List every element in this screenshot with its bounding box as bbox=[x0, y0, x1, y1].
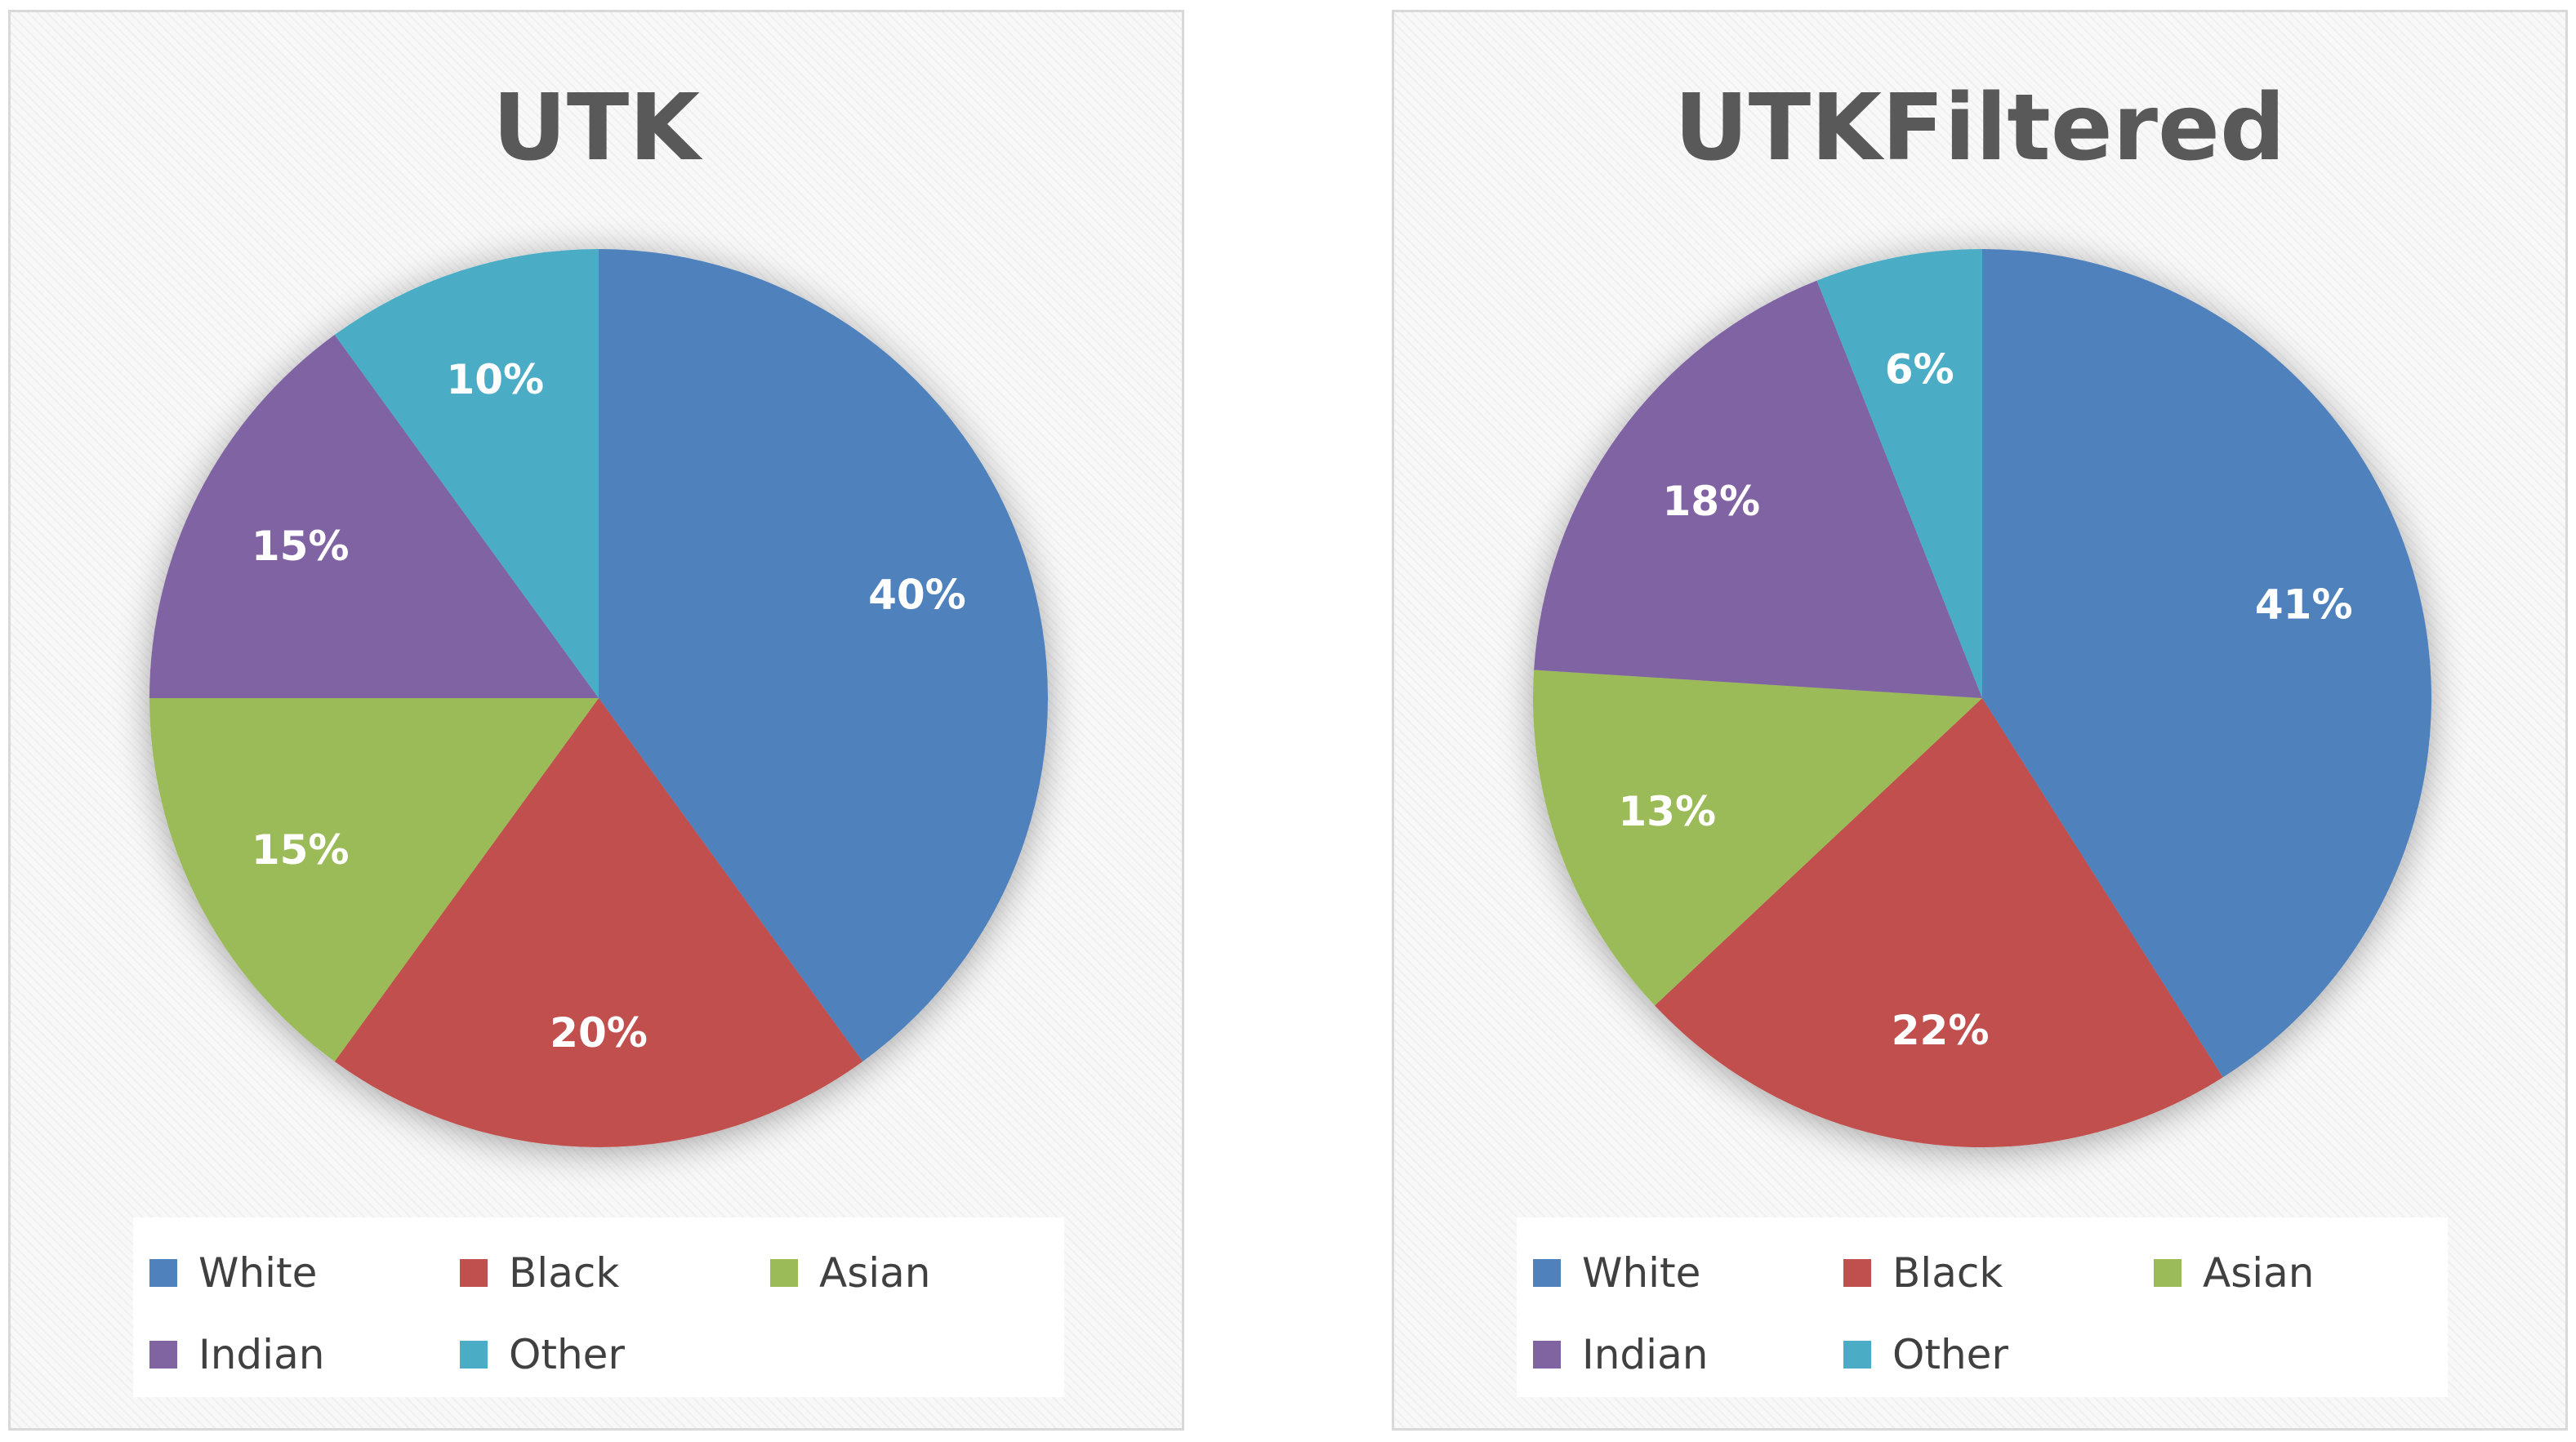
legend-item-other: Other bbox=[1843, 1314, 2154, 1395]
pie-chart: 41% 22% 13% 18% 6% bbox=[1533, 249, 2431, 1147]
pie-chart: 40% 20% 15% 15% 10% bbox=[149, 249, 1048, 1148]
legend-label: White bbox=[1582, 1249, 1701, 1297]
pie-slice-black bbox=[1655, 698, 2223, 1147]
legend-swatch bbox=[460, 1341, 488, 1369]
legend-item-black: Black bbox=[460, 1232, 770, 1314]
data-label-white: 40% bbox=[868, 571, 966, 618]
pie-slices bbox=[149, 249, 1048, 1148]
legend-swatch bbox=[2154, 1259, 2182, 1287]
legend-item-indian: Indian bbox=[149, 1314, 460, 1395]
legend-swatch bbox=[1843, 1259, 1871, 1287]
data-label-black: 20% bbox=[550, 1009, 648, 1057]
legend: White Black Asian Indian Other bbox=[1517, 1217, 2448, 1397]
pie-slice-black bbox=[334, 698, 863, 1148]
legend-label: White bbox=[198, 1249, 318, 1297]
data-label-white: 41% bbox=[2255, 581, 2353, 629]
legend-item-white: White bbox=[149, 1232, 460, 1314]
data-label-asian: 15% bbox=[252, 826, 350, 874]
legend-swatch bbox=[770, 1259, 798, 1287]
data-label-indian: 18% bbox=[1662, 478, 1760, 525]
chart-panel-utk: UTK 40% 20% 15% 15% 10% White Black Asian In… bbox=[8, 10, 1184, 1431]
pie-slice-other bbox=[1816, 249, 1982, 698]
data-label-asian: 13% bbox=[1618, 788, 1716, 835]
legend-label: Indian bbox=[1582, 1331, 1709, 1378]
chart-title: UTK bbox=[492, 75, 701, 181]
pie-slice-indian bbox=[149, 335, 599, 698]
chart-title: UTKFiltered bbox=[1674, 75, 2286, 181]
legend-swatch bbox=[1843, 1341, 1871, 1369]
legend-item-indian: Indian bbox=[1533, 1314, 1843, 1395]
pie-slice-white bbox=[599, 249, 1048, 1061]
legend-item-asian: Asian bbox=[770, 1232, 1048, 1314]
data-label-other: 10% bbox=[446, 356, 544, 403]
legend-item-white: White bbox=[1533, 1232, 1843, 1314]
legend-label: Indian bbox=[198, 1331, 325, 1378]
legend-label: Other bbox=[509, 1331, 625, 1378]
pie-slice-white bbox=[1982, 249, 2431, 1078]
data-label-other: 6% bbox=[1885, 345, 1954, 393]
pie-slices bbox=[1533, 249, 2431, 1147]
pie-slice-other bbox=[334, 249, 599, 698]
pie-slice-indian bbox=[1534, 280, 1982, 698]
legend-label: Other bbox=[1892, 1331, 2008, 1378]
legend-label: Asian bbox=[2203, 1249, 2315, 1297]
legend-label: Black bbox=[1892, 1249, 2003, 1297]
legend-swatch bbox=[149, 1341, 177, 1369]
legend: White Black Asian Indian Other bbox=[133, 1217, 1064, 1397]
legend-item-asian: Asian bbox=[2154, 1232, 2431, 1314]
legend-label: Asian bbox=[819, 1249, 931, 1297]
legend-item-other: Other bbox=[460, 1314, 770, 1395]
data-label-indian: 15% bbox=[252, 523, 350, 570]
legend-swatch bbox=[149, 1259, 177, 1287]
legend-item-black: Black bbox=[1843, 1232, 2154, 1314]
pie-slice-asian bbox=[149, 698, 599, 1061]
legend-swatch bbox=[1533, 1341, 1561, 1369]
chart-panel-utkfiltered: UTKFiltered 41% 22% 13% 18% 6% White Black A… bbox=[1392, 10, 2568, 1431]
pie-slice-asian bbox=[1533, 670, 1982, 1006]
legend-swatch bbox=[1533, 1259, 1561, 1287]
legend-label: Black bbox=[509, 1249, 620, 1297]
legend-swatch bbox=[460, 1259, 488, 1287]
data-label-black: 22% bbox=[1892, 1007, 1990, 1054]
